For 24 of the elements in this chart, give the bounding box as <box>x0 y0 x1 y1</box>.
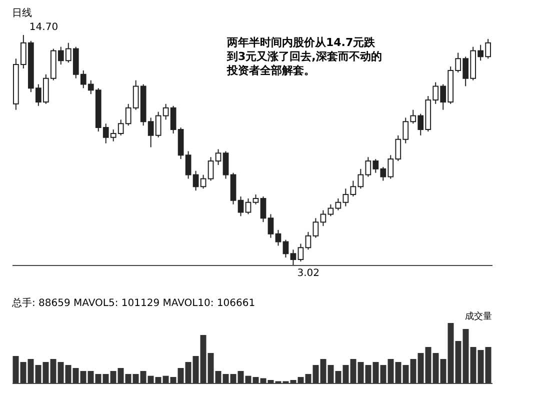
candlestick <box>252 194 259 205</box>
candlestick <box>185 150 192 180</box>
annotation: 两年半时间内股价从14.7元跌到3元又涨了回去,深套而不动的投资者全部解套。 <box>226 36 382 77</box>
chart-title: 日线 <box>12 7 32 19</box>
candlestick <box>208 156 214 182</box>
candlestick <box>245 198 252 215</box>
candlestick <box>200 174 206 190</box>
candlestick <box>215 148 222 166</box>
text: 14.70 <box>29 22 58 33</box>
text: 成交量 <box>465 311 492 322</box>
chart-title: 总手: 88659 MAVOL5: 101129 MAVOL10: 106661 <box>11 297 256 309</box>
candlestick <box>305 231 312 250</box>
candlestick <box>192 170 199 192</box>
text: 3.02 <box>297 268 320 279</box>
candlestick <box>222 150 229 180</box>
candlestick <box>238 196 244 217</box>
candlestick <box>282 239 289 258</box>
candlestick <box>290 249 296 266</box>
candlestick <box>275 229 282 246</box>
candlestick <box>268 214 274 238</box>
candlestick <box>298 243 304 262</box>
candlestick <box>320 210 326 227</box>
candlestick <box>260 196 266 223</box>
candlestick <box>312 218 319 238</box>
